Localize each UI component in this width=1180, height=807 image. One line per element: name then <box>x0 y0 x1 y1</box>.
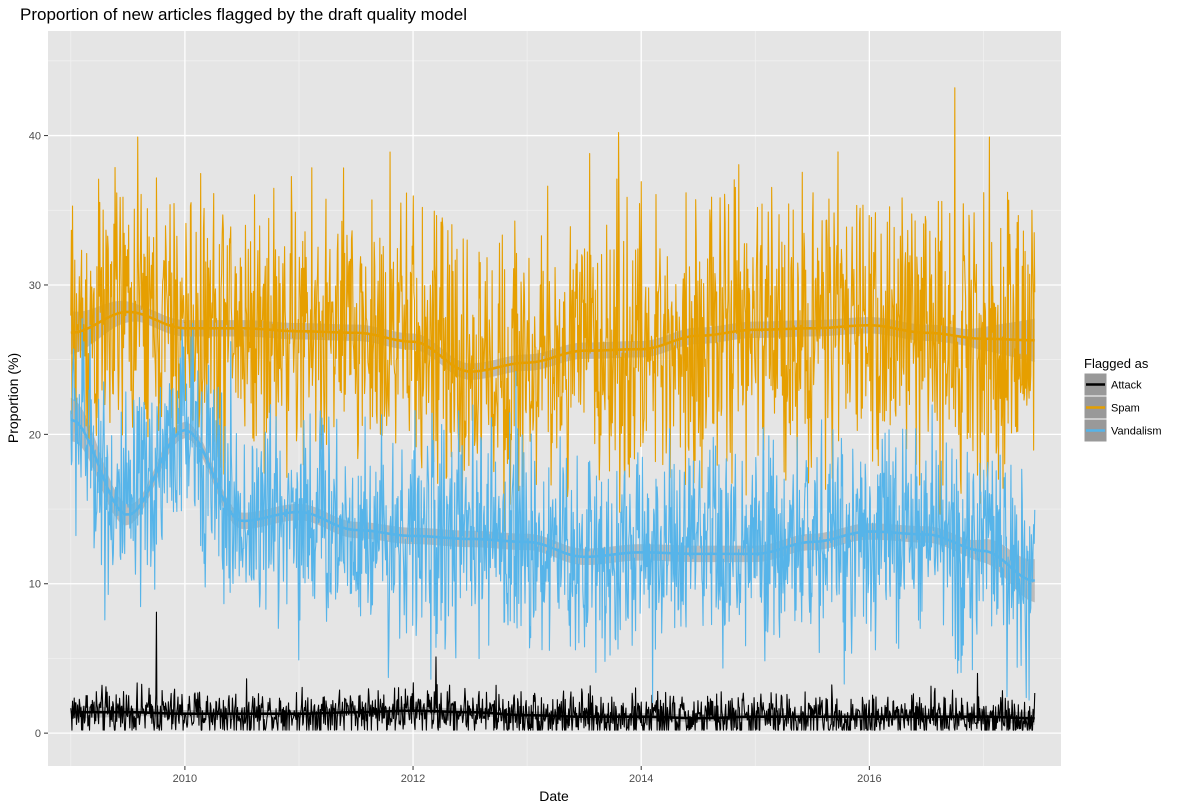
legend: Flagged as Attack Spam Vandalism <box>1083 356 1162 443</box>
series-line-spam <box>70 87 1036 532</box>
legend-label: Spam <box>1111 403 1140 415</box>
y-tick-label: 40 <box>29 131 41 143</box>
y-axis: 0 10 20 30 40 <box>29 131 48 740</box>
trend-line-spam <box>70 310 1035 373</box>
trend-line-vandalism <box>70 418 1035 583</box>
series-lines <box>70 87 1036 731</box>
chart-title: Proportion of new articles flagged by th… <box>20 5 467 24</box>
trend-lines <box>70 310 1035 720</box>
legend-label: Attack <box>1111 380 1142 392</box>
y-tick-label: 10 <box>29 579 41 591</box>
y-tick-label: 0 <box>35 728 41 740</box>
y-tick-label: 20 <box>29 429 41 441</box>
x-axis: 2010 2012 2014 2016 <box>173 766 882 785</box>
x-tick-label: 2016 <box>857 773 881 785</box>
x-tick-label: 2012 <box>401 773 425 785</box>
trend-line-attack <box>70 709 1035 720</box>
x-axis-label: Date <box>539 788 569 804</box>
y-tick-label: 30 <box>29 280 41 292</box>
series-line-attack <box>70 611 1036 731</box>
legend-label: Vandalism <box>1111 426 1162 438</box>
x-tick-label: 2014 <box>629 773 653 785</box>
series-line-vandalism <box>70 318 1036 704</box>
y-axis-label: Proportion (%) <box>5 353 21 443</box>
legend-title: Flagged as <box>1084 356 1149 371</box>
x-tick-label: 2010 <box>173 773 197 785</box>
